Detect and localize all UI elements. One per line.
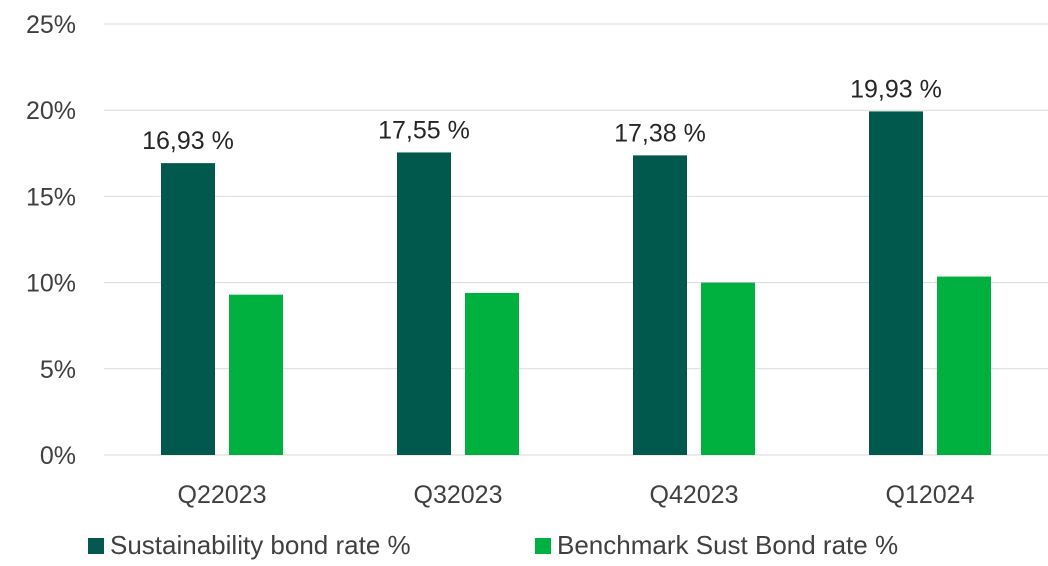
bar-sustainability-Q22023 (161, 163, 215, 455)
y-tick-label: 25% (26, 11, 76, 39)
y-tick-label: 15% (26, 183, 76, 211)
data-labels: 16,93 % 17,55 % 17,38 % 19,93 % (142, 75, 942, 155)
x-tick-label: Q32023 (414, 481, 503, 509)
x-tick-label: Q22023 (178, 481, 267, 509)
x-tick-label: Q12024 (886, 481, 975, 509)
bar-benchmark-Q32023 (465, 292, 519, 455)
data-label-Q22023: 16,93 % (142, 127, 234, 155)
legend-item-sustainability: Sustainability bond rate % (88, 530, 411, 561)
legend-label-sustainability: Sustainability bond rate % (110, 530, 411, 560)
y-axis-tick-labels: 0% 5% 10% 15% 20% 25% (26, 11, 76, 470)
bar-chart: 0% 5% 10% 15% 20% 25% 16,93 % 17,55 % 17,38 % 19… (26, 11, 1048, 509)
y-tick-label: 10% (26, 270, 76, 298)
data-label-Q32023: 17,55 % (378, 116, 470, 144)
bar-sustainability-Q12024 (869, 111, 923, 455)
y-tick-label: 0% (40, 442, 76, 470)
legend-swatch-sustainability (88, 537, 104, 554)
bar-sustainability-Q32023 (397, 152, 451, 456)
data-label-Q42023: 17,38 % (614, 119, 706, 147)
bar-benchmark-Q42023 (701, 282, 755, 455)
bars (161, 111, 991, 456)
x-axis-tick-labels: Q22023 Q32023 Q42023 Q12024 (178, 481, 975, 509)
legend: Sustainability bond rate % Benchmark Sus… (0, 530, 1048, 566)
x-tick-label: Q42023 (650, 481, 739, 509)
y-tick-label: 5% (40, 356, 76, 384)
bar-sustainability-Q42023 (633, 155, 687, 455)
bar-benchmark-Q12024 (937, 276, 991, 455)
data-label-Q12024: 19,93 % (850, 75, 942, 103)
legend-item-benchmark: Benchmark Sust Bond rate % (535, 530, 898, 561)
bar-benchmark-Q22023 (229, 294, 283, 455)
legend-label-benchmark: Benchmark Sust Bond rate % (557, 530, 899, 560)
y-tick-label: 20% (26, 97, 76, 125)
legend-swatch-benchmark (535, 537, 551, 554)
